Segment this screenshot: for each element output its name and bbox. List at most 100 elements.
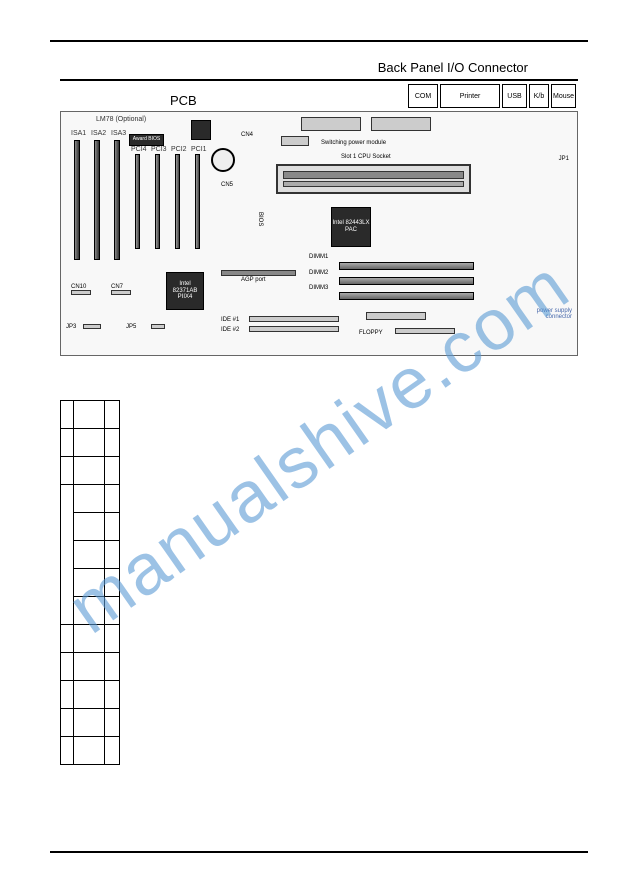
- jp3-label: JP3: [66, 324, 76, 330]
- agp-label: AGP port: [241, 277, 266, 283]
- cell: [74, 401, 105, 429]
- serial-conn-1: [301, 117, 361, 131]
- cell: [104, 625, 119, 653]
- isa2-slot: [94, 140, 100, 260]
- cell: [74, 681, 105, 709]
- cell: [61, 653, 74, 681]
- cn7-conn: [111, 290, 131, 295]
- cell: [61, 485, 74, 625]
- table-row: [61, 653, 120, 681]
- agp-slot: [221, 270, 296, 276]
- cell: [61, 737, 74, 765]
- chip-443lx: Intel 82443LX PAC: [331, 207, 371, 247]
- cell: [74, 625, 105, 653]
- power-supply-label: power supply connector: [517, 308, 572, 320]
- cn5-label: CN5: [221, 182, 233, 188]
- isa2-label: ISA2: [91, 130, 106, 137]
- cell: [104, 401, 119, 429]
- panel-kb: K/b: [529, 84, 549, 108]
- cell: [61, 429, 74, 457]
- slot1-label: Slot 1 CPU Socket: [341, 154, 391, 160]
- cell: [104, 457, 119, 485]
- cell: [74, 709, 105, 737]
- back-panel-title: Back Panel I/O Connector: [60, 60, 578, 75]
- motherboard-outline: LM78 (Optional) ISA1 ISA2 ISA3 Award BIO…: [60, 111, 578, 356]
- pci2-slot: [175, 154, 180, 249]
- motherboard-diagram: PCB COM Printer USB K/b Mouse LM78 (Opti…: [60, 79, 578, 359]
- cell: [74, 597, 105, 625]
- panel-printer: Printer: [440, 84, 500, 108]
- cpu-socket: [276, 164, 471, 194]
- cell: [104, 709, 119, 737]
- cell: [104, 541, 119, 569]
- dimm3-slot: [339, 292, 474, 300]
- cell: [104, 737, 119, 765]
- cell: [74, 513, 105, 541]
- pci3-slot: [155, 154, 160, 249]
- pci1-slot: [195, 154, 200, 249]
- jp5-label: JP5: [126, 324, 136, 330]
- table-row: [61, 737, 120, 765]
- isa3-slot: [114, 140, 120, 260]
- pci4-slot: [135, 154, 140, 249]
- cell: [104, 569, 119, 597]
- dimm1-slot: [339, 262, 474, 270]
- panel-usb: USB: [502, 84, 527, 108]
- floppy-conn: [395, 328, 455, 334]
- cn10-conn: [71, 290, 91, 295]
- dimm3-label: DIMM3: [309, 285, 328, 291]
- cell: [74, 429, 105, 457]
- cell: [61, 709, 74, 737]
- cell: [61, 625, 74, 653]
- pci4-label: PCI4: [131, 146, 147, 153]
- cell: [61, 457, 74, 485]
- cell: [104, 653, 119, 681]
- jp1-label: JP1: [559, 156, 569, 162]
- ide1-label: IDE #1: [221, 317, 239, 323]
- panel-com: COM: [408, 84, 438, 108]
- ide2-label: IDE #2: [221, 327, 239, 333]
- serial-conn-2: [371, 117, 431, 131]
- dimm1-label: DIMM1: [309, 254, 328, 260]
- ide2-conn: [249, 326, 339, 332]
- bios-label: BIOS: [257, 212, 263, 226]
- dimm2-label: DIMM2: [309, 270, 328, 276]
- isa1-label: ISA1: [71, 130, 86, 137]
- cell: [61, 401, 74, 429]
- cell: [74, 737, 105, 765]
- switching-conn: [281, 136, 309, 146]
- dimm2-slot: [339, 277, 474, 285]
- cell: [104, 597, 119, 625]
- table-row: [61, 401, 120, 429]
- panel-mouse: Mouse: [551, 84, 576, 108]
- cell: [104, 485, 119, 513]
- spec-table: [60, 400, 120, 765]
- jp3-conn: [83, 324, 101, 329]
- lm78-label: LM78 (Optional): [96, 116, 146, 123]
- cell: [104, 513, 119, 541]
- pci1-label: PCI1: [191, 146, 207, 153]
- isa1-slot: [74, 140, 80, 260]
- circle-component: [211, 148, 235, 172]
- table-row: [61, 429, 120, 457]
- floppy-label: FLOPPY: [359, 330, 383, 336]
- small-chip-upper: [191, 120, 211, 140]
- pci2-label: PCI2: [171, 146, 187, 153]
- table-row: [61, 457, 120, 485]
- award-bios-chip: Award BIOS: [129, 134, 164, 146]
- table-row: [61, 681, 120, 709]
- table-row: [61, 625, 120, 653]
- table-row: [61, 485, 120, 513]
- cell: [74, 485, 105, 513]
- back-panel-connectors: COM Printer USB K/b Mouse: [408, 84, 578, 108]
- cn4-label: CN4: [241, 132, 253, 138]
- cell: [104, 681, 119, 709]
- chip-piix4: Intel 82371AB PIIX4: [166, 272, 204, 310]
- cell: [104, 429, 119, 457]
- ide1-conn: [249, 316, 339, 322]
- pci3-label: PCI3: [151, 146, 167, 153]
- cell: [74, 569, 105, 597]
- cell: [74, 653, 105, 681]
- jp5-conn: [151, 324, 165, 329]
- cell: [74, 541, 105, 569]
